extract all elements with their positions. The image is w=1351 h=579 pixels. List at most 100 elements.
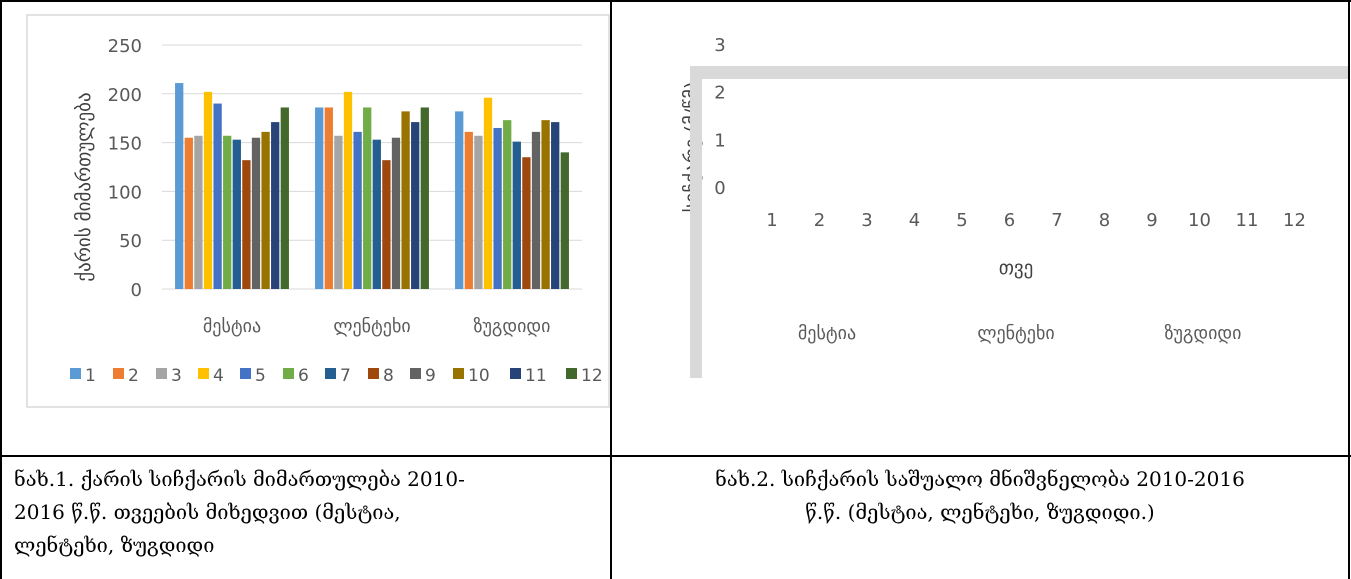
chart-2-xtick-label: 1: [766, 210, 777, 231]
chart-2-xtick-label: 7: [1051, 210, 1062, 231]
chart-1-legend-swatch: [510, 368, 521, 379]
chart-2-xtick-label: 3: [861, 210, 872, 231]
caption-left: ნახ.1. ქარის სიჩქარის მიმართულება 2010- …: [14, 463, 604, 562]
chart-1-legend-label: 7: [340, 366, 351, 386]
chart-1-bar: [372, 139, 381, 289]
chart-1-legend-swatch: [325, 368, 336, 379]
chart-1-bar: [493, 127, 502, 290]
table-divider-horizontal: [0, 455, 1351, 457]
chart-2-category-label: მესტია: [798, 323, 856, 344]
table-border-left: [0, 0, 2, 579]
chart-1-bar: [251, 137, 261, 289]
chart-1-bar: [343, 91, 353, 290]
chart-1-legend-swatch: [240, 368, 251, 379]
chart-1-legend-swatch: [70, 368, 81, 379]
chart-1-legend-swatch: [410, 368, 421, 379]
chart-1-bar: [271, 122, 280, 289]
chart-2-xtick-label: 8: [1099, 210, 1110, 231]
caption-right-line-1: ნახ.2. სიჩქარის საშუალო მნიშვნელობა 2010…: [715, 467, 1245, 491]
chart-1-legend-label: 6: [298, 366, 309, 386]
chart-2-category-label: ლენტეხი: [977, 323, 1054, 344]
caption-left-line-1: ნახ.1. ქარის სიჩქარის მიმართულება 2010-: [14, 467, 465, 491]
chart-2-scrollbar-horizontal[interactable]: [690, 66, 1348, 79]
chart-1-bar: [232, 139, 241, 289]
chart-1-category-label: ზუგდიდი: [474, 316, 551, 337]
chart-2-xtick-label: 5: [956, 210, 967, 231]
chart-1-bar: [411, 122, 420, 289]
chart-1-ytick-label: 100: [108, 182, 142, 203]
chart-1-ytick-label: 150: [108, 134, 142, 155]
chart-2-xlabel: თვე: [999, 257, 1034, 279]
chart-1-bar: [391, 137, 401, 289]
caption-left-line-2: 2016 წ.წ. თვეების მიხედვით (მესტია,: [14, 500, 401, 524]
chart-2-xtick-label: 12: [1283, 210, 1306, 231]
chart-1-category-label: მესტია: [203, 316, 261, 337]
chart-1-legend-label: 5: [255, 366, 266, 386]
chart-1-bar: [353, 131, 362, 289]
chart-1-bar: [194, 135, 203, 289]
chart-1-legend-label: 10: [468, 366, 490, 386]
chart-1-ytick-label: 50: [119, 231, 142, 252]
chart-2-category-label: ზუგდიდი: [1165, 323, 1242, 344]
chart-1-legend-label: 9: [425, 366, 436, 386]
chart-1-legend-swatch: [566, 368, 577, 379]
chart-1-ytick-label: 250: [108, 36, 142, 57]
chart-2-ytick-label: 0: [714, 178, 725, 199]
chart-1-bar: [464, 131, 473, 289]
chart-2-ytick-label: 3: [714, 35, 725, 56]
chart-1-bar: [175, 83, 184, 290]
chart-1-ylabel: ქარის მიმართულება: [73, 92, 95, 281]
chart-1-bar: [531, 131, 541, 289]
caption-right: ნახ.2. სიჩქარის საშუალო მნიშვნელობა 2010…: [612, 463, 1348, 529]
chart-1-legend-swatch: [453, 368, 464, 379]
chart-2-ytick-label: 1: [714, 130, 725, 151]
chart-1-legend-label: 12: [581, 366, 603, 386]
chart-1-legend-swatch: [113, 368, 124, 379]
chart-1-bar: [560, 152, 569, 289]
chart-1-bar: [184, 137, 193, 289]
table-border-right: [1348, 0, 1350, 579]
chart-2-scrollbar-vertical[interactable]: [690, 72, 702, 378]
chart-1-category-label: ლენტეხი: [333, 316, 410, 337]
chart-1-bar: [522, 157, 531, 289]
chart-1-bar: [261, 131, 270, 289]
chart-1-legend-swatch: [198, 368, 209, 379]
chart-1-bar: [503, 120, 512, 289]
chart-1-ytick-label: 200: [108, 85, 142, 106]
chart-2-xtick-label: 6: [1004, 210, 1015, 231]
chart-1-bar: [541, 120, 550, 289]
chart-2-xtick-label: 11: [1236, 210, 1259, 231]
caption-right-line-2: წ.წ. (მესტია, ლენტეხი, ზუგდიდი.): [805, 500, 1155, 524]
chart-1-legend-swatch: [283, 368, 294, 379]
chart-2-xtick-label: 2: [814, 210, 825, 231]
chart-1-legend-label: 11: [525, 366, 547, 386]
chart-1-bar: [474, 135, 483, 289]
chart-1-bar: [315, 107, 324, 290]
chart-1-bar: [203, 91, 213, 290]
chart-1-bar: [420, 107, 429, 290]
chart-1-bar: [551, 122, 560, 289]
chart-1-bar: [324, 107, 333, 290]
chart-1-bar: [242, 160, 251, 289]
table-divider-vertical: [610, 0, 612, 579]
chart-1-bar: [334, 135, 343, 289]
chart-2-xtick-label: 4: [909, 210, 920, 231]
chart-1-legend-swatch: [156, 368, 167, 379]
chart-1-legend-label: 4: [213, 366, 224, 386]
chart-1-legend-label: 2: [128, 366, 139, 386]
chart-1-bar: [223, 135, 232, 289]
chart-1-bar: [280, 107, 289, 290]
chart-2-xtick-label: 10: [1188, 210, 1211, 231]
chart-1-bar: [213, 103, 222, 289]
chart-1-bar: [401, 111, 410, 289]
chart-1-ytick-label: 0: [131, 280, 142, 301]
chart-1-legend-label: 8: [383, 366, 394, 386]
chart-1-legend-swatch: [368, 368, 379, 379]
chart-1-legend-label: 1: [85, 366, 96, 386]
chart-1-bar: [382, 160, 391, 289]
chart-1-bar: [455, 111, 464, 289]
